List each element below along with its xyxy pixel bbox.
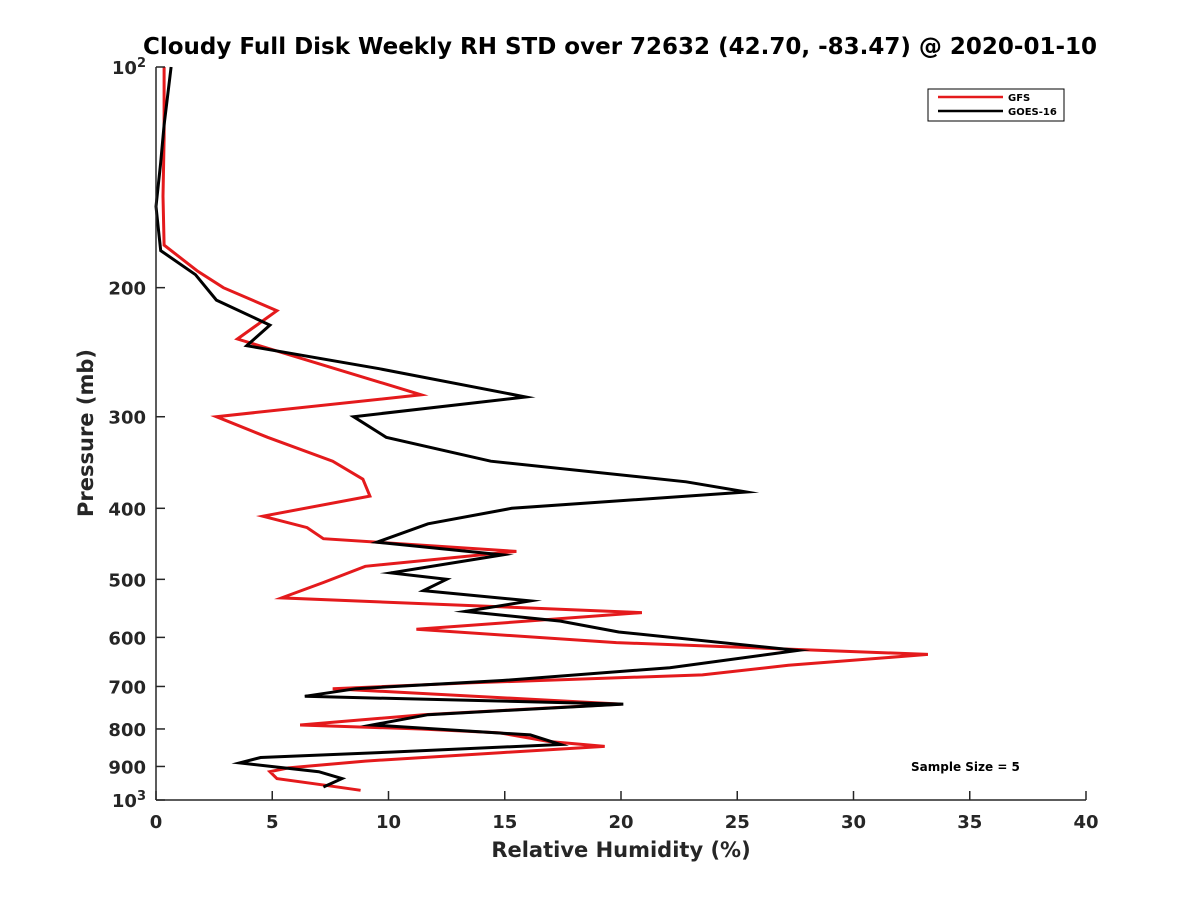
x-tick-label-30: 30: [841, 812, 866, 833]
y-tick-label-200: 200: [108, 279, 146, 300]
y-tick-label-600: 600: [108, 628, 146, 649]
x-tick-label-25: 25: [725, 812, 750, 833]
y-tick-label-300: 300: [108, 408, 146, 429]
y-tick-label-700: 700: [108, 677, 146, 698]
chart-title: Cloudy Full Disk Weekly RH STD over 7263…: [143, 34, 1097, 60]
sample-size-annotation: Sample Size = 5: [911, 760, 1020, 774]
y-tick-label-400: 400: [108, 499, 146, 520]
legend: GFS GOES-16: [927, 88, 1065, 122]
y-tick-exponent-100: 2: [137, 56, 146, 71]
x-tick-label-5: 5: [266, 812, 279, 833]
series-line-gfs: [161, 67, 929, 792]
legend-label-gfs: GFS: [1008, 93, 1030, 104]
legend-label-goes16: GOES-16: [1008, 107, 1057, 118]
y-tick-label-800: 800: [108, 720, 146, 741]
series-layer: [154, 66, 929, 792]
legend-box: [927, 88, 1065, 122]
x-ticks: 0 5 10 15 20 25 30 35 40: [150, 791, 1099, 833]
x-tick-label-0: 0: [150, 812, 163, 833]
x-tick-label-40: 40: [1073, 812, 1098, 833]
x-tick-label-10: 10: [376, 812, 401, 833]
y-axis-label: Pressure (mb): [74, 349, 98, 517]
series-line-goes16: [154, 66, 811, 789]
y-tick-exponent-1000: 3: [137, 789, 146, 804]
y-tick-label-500: 500: [108, 570, 146, 591]
x-tick-label-35: 35: [957, 812, 982, 833]
x-tick-label-15: 15: [492, 812, 517, 833]
y-tick-label-900: 900: [108, 757, 146, 778]
x-axis-label: Relative Humidity (%): [491, 838, 750, 862]
x-tick-label-20: 20: [608, 812, 633, 833]
